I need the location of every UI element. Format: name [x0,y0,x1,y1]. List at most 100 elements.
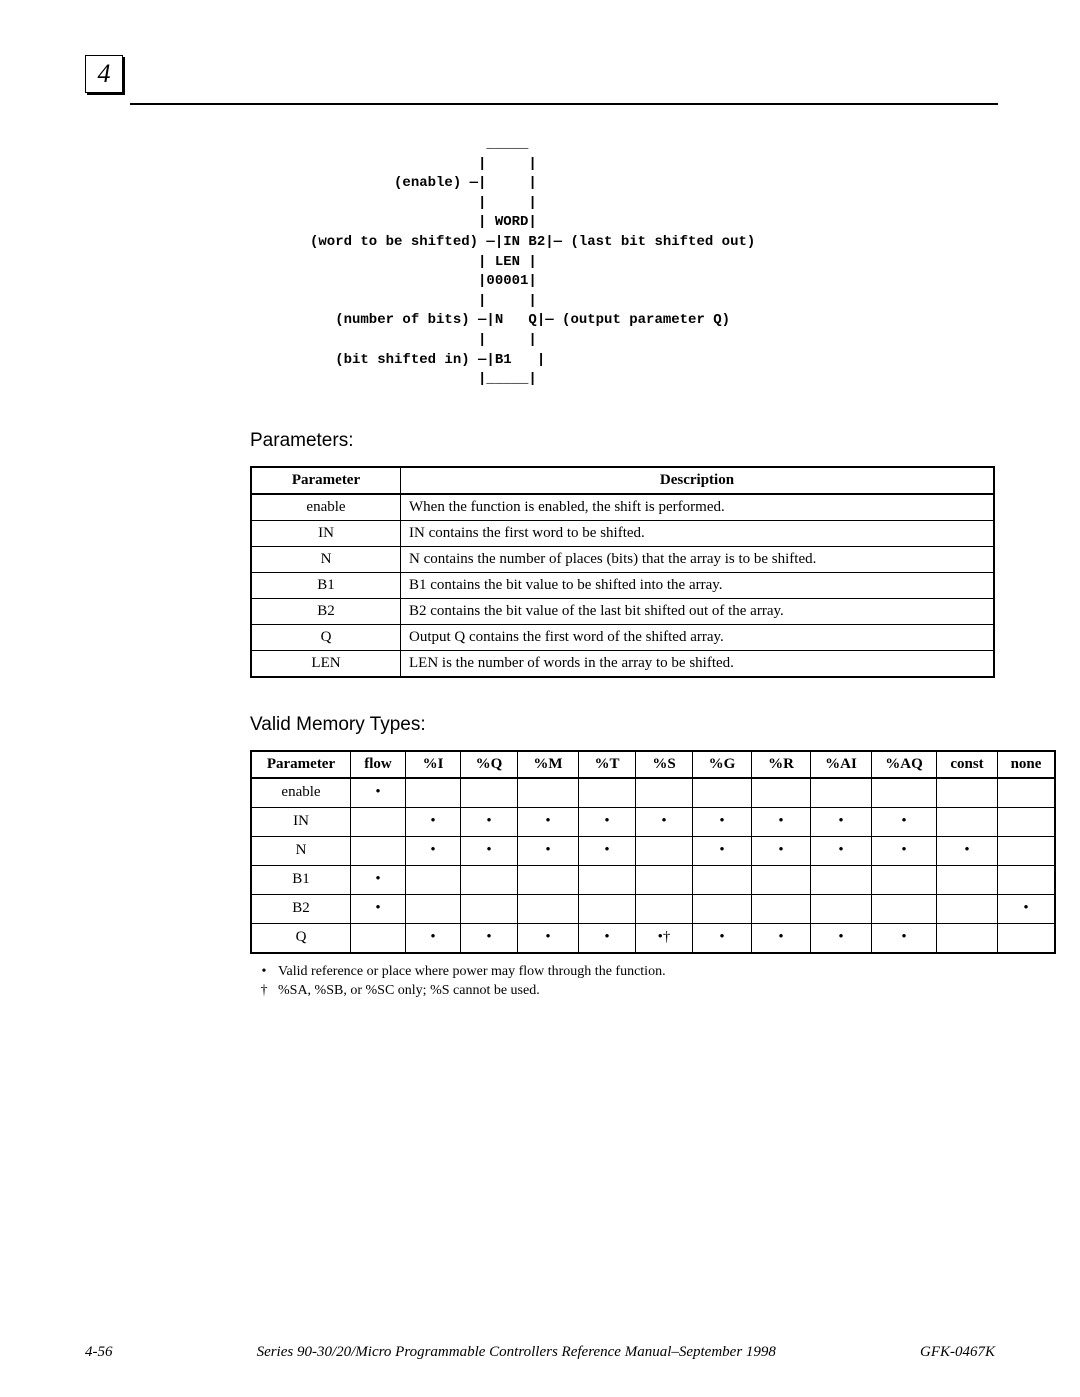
memory-value-cell: • [636,807,693,836]
table-row: Q•••••†•••• [251,923,1055,953]
table-row: ININ contains the first word to be shift… [251,520,994,546]
memory-value-cell [636,836,693,865]
memory-value-cell: • [461,807,518,836]
table-row: B1• [251,865,1055,894]
memory-value-cell: • [752,923,811,953]
table-footnotes: •Valid reference or place where power ma… [250,962,995,1001]
memory-value-cell [579,894,636,923]
memory-value-cell: • [351,865,406,894]
memory-value-cell [351,836,406,865]
memory-value-cell: • [351,894,406,923]
memory-col-header: none [998,751,1056,778]
memory-value-cell: • [406,836,461,865]
param-desc-cell: When the function is enabled, the shift … [401,494,995,521]
memory-value-cell: •† [636,923,693,953]
param-name-cell: IN [251,520,401,546]
memory-value-cell [461,778,518,808]
memory-value-cell [518,865,579,894]
footnote-text: Valid reference or place where power may… [278,962,995,982]
memory-value-cell [752,778,811,808]
memory-col-header: %T [579,751,636,778]
page-content: _____ | | (enable) —| | | | | WORD| (wor… [250,135,995,1001]
memory-value-cell [811,894,872,923]
memory-col-header: %I [406,751,461,778]
memory-value-cell: • [752,807,811,836]
param-name-cell: B1 [251,572,401,598]
memory-value-cell [579,778,636,808]
param-desc-cell: Output Q contains the first word of the … [401,624,995,650]
param-desc-cell: B1 contains the bit value to be shifted … [401,572,995,598]
memory-value-cell [872,865,937,894]
memory-param-cell: enable [251,778,351,808]
memory-value-cell: • [461,923,518,953]
memory-col-header: flow [351,751,406,778]
memory-value-cell [579,865,636,894]
memory-value-cell [636,865,693,894]
memory-value-cell: • [579,836,636,865]
table-row: B2B2 contains the bit value of the last … [251,598,994,624]
memory-col-header: %AI [811,751,872,778]
table-row: enableWhen the function is enabled, the … [251,494,994,521]
memory-value-cell [406,865,461,894]
memory-value-cell: • [406,923,461,953]
memory-value-cell [937,923,998,953]
table-row: IN••••••••• [251,807,1055,836]
memory-value-cell [937,778,998,808]
param-desc-cell: IN contains the first word to be shifted… [401,520,995,546]
memory-col-header: %G [693,751,752,778]
memory-value-cell: • [579,807,636,836]
footnote-symbol: • [250,962,278,982]
parameters-heading: Parameters: [250,430,995,452]
memory-value-cell [461,865,518,894]
chapter-number-box: 4 [85,55,123,93]
memory-col-header: %Q [461,751,518,778]
memory-value-cell: • [693,807,752,836]
memory-value-cell: • [579,923,636,953]
table-row: enable• [251,778,1055,808]
memory-value-cell [998,807,1056,836]
memory-value-cell [998,865,1056,894]
param-desc-cell: LEN is the number of words in the array … [401,650,995,677]
memory-types-heading: Valid Memory Types: [250,714,995,736]
footnote-symbol: † [250,981,278,1001]
memory-param-cell: IN [251,807,351,836]
table-row: NN contains the number of places (bits) … [251,546,994,572]
memory-value-cell [998,836,1056,865]
memory-value-cell [693,894,752,923]
memory-value-cell [351,807,406,836]
memory-value-cell [351,923,406,953]
memory-value-cell: • [752,836,811,865]
table-row: QOutput Q contains the first word of the… [251,624,994,650]
memory-value-cell [406,778,461,808]
memory-param-cell: Q [251,923,351,953]
memory-value-cell [518,894,579,923]
memory-col-header: %M [518,751,579,778]
memory-value-cell [752,894,811,923]
page-footer: 4-56 Series 90-30/20/Micro Programmable … [85,1344,995,1361]
footnote-row: •Valid reference or place where power ma… [250,962,995,982]
parameters-table: Parameter Description enableWhen the fun… [250,466,995,678]
memory-types-table: Parameterflow%I%Q%M%T%S%G%R%AI%AQconstno… [250,750,1056,954]
footer-doc-id: GFK-0467K [920,1344,995,1361]
memory-value-cell: • [693,923,752,953]
memory-param-cell: B2 [251,894,351,923]
memory-value-cell: • [937,836,998,865]
memory-value-cell: • [811,923,872,953]
memory-value-cell: • [811,807,872,836]
memory-param-cell: B1 [251,865,351,894]
memory-value-cell: • [872,923,937,953]
memory-value-cell [998,778,1056,808]
memory-value-cell [872,778,937,808]
memory-value-cell [636,778,693,808]
footnote-row: †%SA, %SB, or %SC only; %S cannot be use… [250,981,995,1001]
param-name-cell: LEN [251,650,401,677]
table-row: B2•• [251,894,1055,923]
memory-value-cell: • [406,807,461,836]
memory-value-cell [937,865,998,894]
memory-param-cell: N [251,836,351,865]
footnote-text: %SA, %SB, or %SC only; %S cannot be used… [278,981,995,1001]
function-block-diagram: _____ | | (enable) —| | | | | WORD| (wor… [310,135,995,390]
param-name-cell: Q [251,624,401,650]
memory-value-cell: • [872,836,937,865]
memory-value-cell: • [872,807,937,836]
